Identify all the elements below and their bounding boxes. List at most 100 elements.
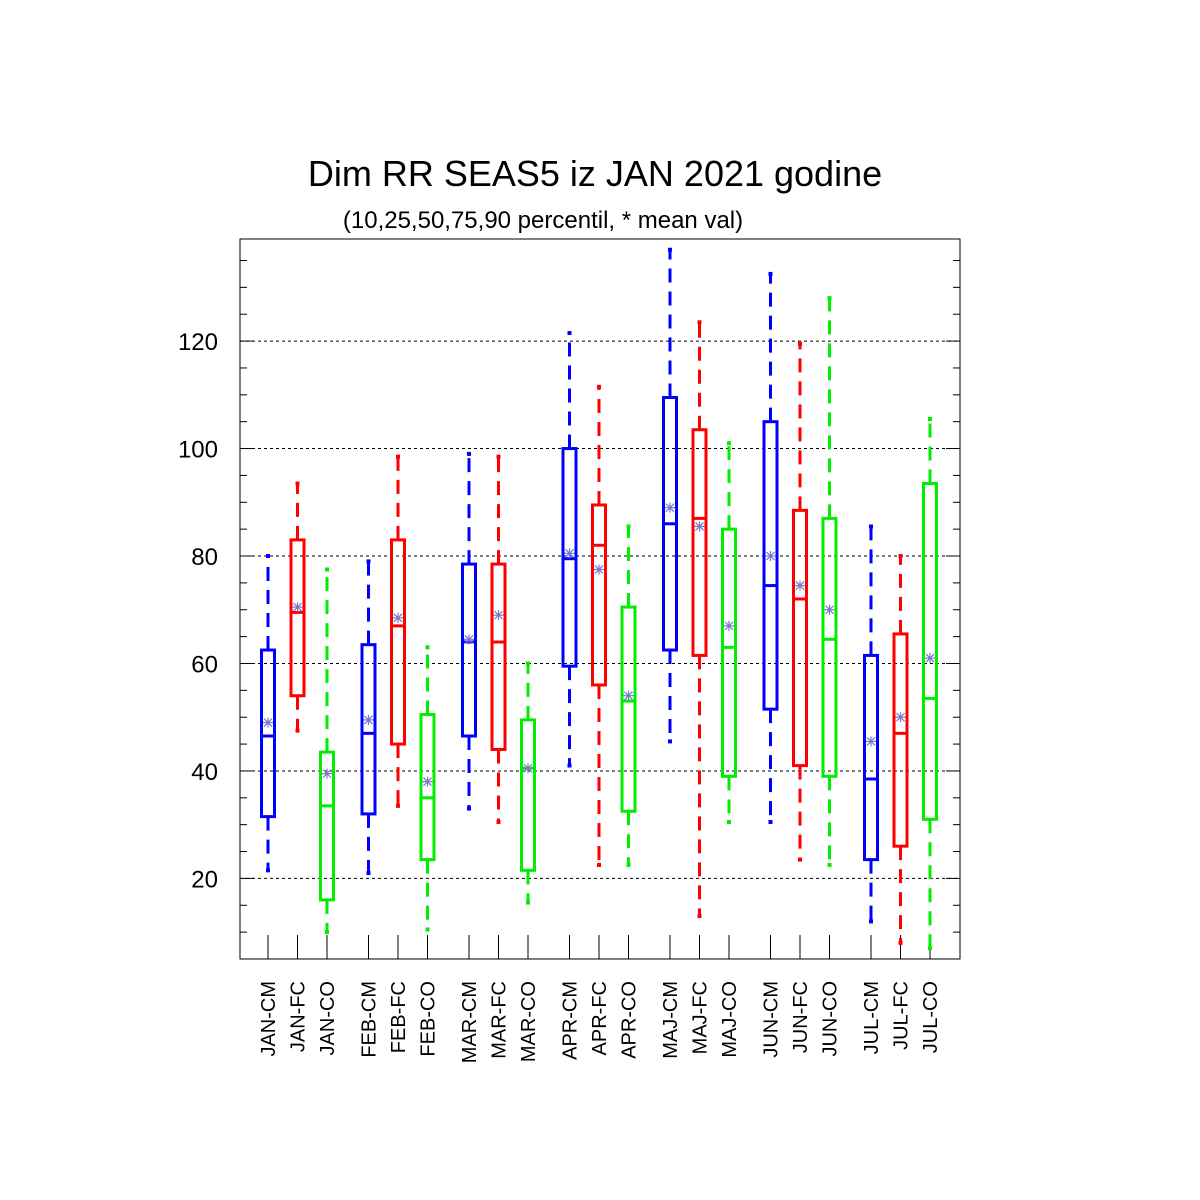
mean-marker bbox=[866, 736, 876, 747]
x-tick-label: JUN-CO bbox=[820, 981, 842, 1057]
mean-marker bbox=[363, 714, 374, 725]
gridlines bbox=[240, 340, 960, 879]
mean-stroke bbox=[896, 712, 905, 722]
mean-stroke bbox=[494, 610, 503, 620]
mean-marker bbox=[765, 551, 776, 562]
x-tick-label: JUL-CO bbox=[920, 981, 942, 1053]
mean-marker bbox=[523, 763, 533, 774]
mean-stroke bbox=[695, 522, 704, 531]
y-tick-label: 60 bbox=[191, 651, 218, 678]
mean-stroke bbox=[925, 653, 935, 663]
mean-marker bbox=[623, 690, 634, 701]
x-tick-label: APR-CO bbox=[619, 981, 641, 1059]
x-tick-label: MAJ-FC bbox=[690, 981, 712, 1054]
x-tick-label: APR-FC bbox=[589, 981, 611, 1055]
mean-marker bbox=[795, 580, 805, 591]
x-tick-label: FEB-CM bbox=[359, 981, 381, 1058]
x-tick-label: JUN-CM bbox=[761, 981, 783, 1058]
mean-marker bbox=[895, 712, 906, 723]
iqr-box bbox=[821, 516, 838, 778]
iqr-box bbox=[922, 481, 938, 821]
y-tick-label: 20 bbox=[191, 866, 218, 893]
x-tick-label: JUL-CM bbox=[861, 981, 883, 1054]
mean-marker bbox=[564, 548, 575, 559]
x-tick-label: FEB-FC bbox=[388, 981, 410, 1053]
mean-stroke bbox=[393, 613, 403, 623]
mean-stroke bbox=[825, 605, 834, 615]
iqr-box bbox=[691, 428, 708, 657]
mean-stroke bbox=[665, 503, 675, 513]
mean-marker bbox=[694, 521, 705, 532]
iqr-box bbox=[390, 538, 406, 746]
box-mar-cm bbox=[461, 451, 477, 811]
mean-marker bbox=[263, 717, 273, 728]
y-tick-label: 40 bbox=[191, 759, 218, 786]
box-maj-fc bbox=[691, 320, 708, 919]
iqr-box bbox=[892, 632, 909, 848]
mean-marker bbox=[393, 612, 403, 623]
mean-marker bbox=[422, 776, 433, 787]
box-apr-co bbox=[620, 524, 637, 867]
mean-stroke bbox=[423, 777, 432, 787]
chart-title: Dim RR SEAS5 iz JAN 2021 godine bbox=[308, 153, 882, 194]
mean-stroke bbox=[724, 621, 734, 631]
box-jun-cm bbox=[762, 271, 779, 824]
mean-stroke bbox=[523, 763, 533, 773]
x-tick-label: JAN-CM bbox=[258, 981, 280, 1057]
box-jul-fc bbox=[892, 554, 909, 945]
box-feb-fc bbox=[390, 454, 406, 808]
iqr-box bbox=[620, 605, 637, 813]
x-tick-label: MAR-CM bbox=[459, 981, 481, 1063]
box-jul-co bbox=[922, 417, 938, 951]
iqr-box bbox=[721, 527, 737, 778]
box-apr-fc bbox=[591, 384, 607, 867]
iqr-box bbox=[260, 648, 276, 819]
box-mar-co bbox=[520, 661, 536, 905]
mean-stroke bbox=[322, 769, 332, 779]
box-apr-cm bbox=[561, 331, 578, 768]
box-maj-cm bbox=[662, 247, 678, 744]
mean-marker bbox=[724, 620, 734, 631]
iqr-box bbox=[792, 508, 808, 768]
mean-stroke bbox=[624, 691, 633, 701]
mean-stroke bbox=[464, 634, 474, 644]
mean-stroke bbox=[293, 602, 302, 612]
iqr-box bbox=[490, 562, 507, 751]
mean-marker bbox=[665, 502, 675, 513]
iqr-box bbox=[520, 718, 536, 872]
box-feb-co bbox=[419, 645, 436, 932]
chart-subtitle: (10,25,50,75,90 percentil, * mean val) bbox=[343, 207, 743, 234]
mean-stroke bbox=[766, 551, 775, 561]
iqr-box bbox=[289, 538, 306, 698]
plot-frame bbox=[239, 238, 961, 960]
x-tick-label: APR-CM bbox=[560, 981, 582, 1060]
x-tick-label: JAN-CO bbox=[317, 981, 339, 1055]
box-jan-cm bbox=[260, 554, 276, 873]
y-tick-label: 80 bbox=[191, 544, 218, 571]
mean-stroke bbox=[795, 581, 805, 590]
x-tick-label: MAR-FC bbox=[489, 981, 511, 1059]
mean-stroke bbox=[263, 718, 273, 728]
boxes bbox=[260, 247, 938, 951]
mean-stroke bbox=[866, 736, 876, 746]
mean-marker bbox=[464, 634, 474, 645]
iqr-box bbox=[419, 713, 436, 862]
mean-marker bbox=[493, 610, 504, 621]
y-tick-label: 100 bbox=[178, 437, 218, 464]
mean-marker bbox=[594, 564, 604, 575]
mean-marker bbox=[925, 653, 935, 664]
x-tick-label: JAN-FC bbox=[288, 981, 310, 1052]
x-tick-label: MAJ-CO bbox=[719, 981, 741, 1058]
box-jul-cm bbox=[863, 524, 879, 924]
x-tick-label: MAJ-CM bbox=[660, 981, 682, 1059]
mean-marker bbox=[292, 602, 303, 613]
mean-marker bbox=[322, 768, 332, 779]
box-jun-fc bbox=[792, 341, 808, 862]
mean-marker bbox=[824, 604, 835, 615]
iqr-box bbox=[762, 420, 779, 711]
x-axis-ticks: JAN-CM JAN-FC JAN-CO FEB-CM FEB-FC FEB-CO MAR-… bbox=[258, 935, 942, 1063]
x-tick-label: JUL-FC bbox=[891, 981, 913, 1050]
box-jan-co bbox=[319, 567, 335, 935]
mean-stroke bbox=[364, 715, 373, 725]
